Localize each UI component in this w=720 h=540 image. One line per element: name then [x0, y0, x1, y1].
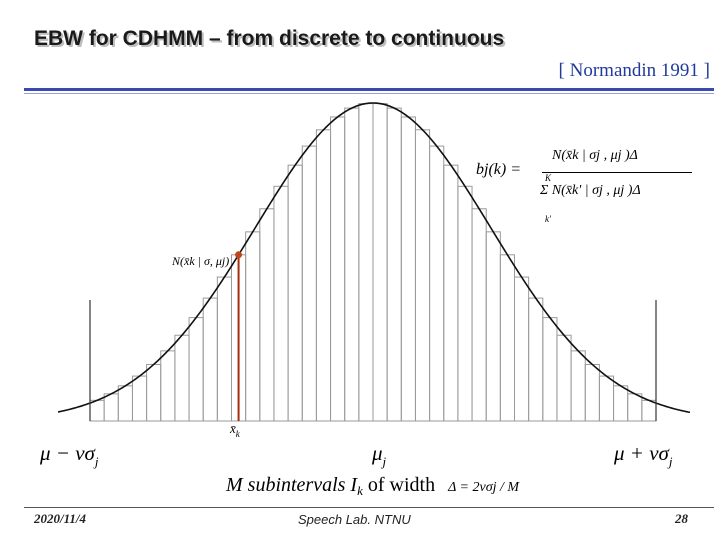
subinterval-bar: [344, 107, 360, 422]
subinterval-bar: [485, 231, 501, 422]
subinterval-bar: [259, 208, 275, 422]
bj-fraction-bar: [542, 172, 692, 173]
title-underline-thin: [24, 93, 714, 94]
caption: M subintervals Ik of width Δ = 2νσj / M: [226, 474, 520, 498]
bj-sum-lower: k': [545, 214, 551, 224]
subinterval-bar: [528, 297, 544, 422]
subinterval-bar: [330, 116, 346, 422]
subinterval-bar: [386, 107, 402, 422]
subinterval-bar: [245, 231, 261, 422]
subinterval-bar: [414, 129, 431, 422]
subinterval-bar: [103, 393, 119, 422]
sample-point-marker: [235, 251, 243, 259]
subinterval-bar: [499, 254, 516, 422]
slide-title: EBW for CDHMM – from discrete to continu…: [34, 27, 505, 50]
subinterval-bar: [216, 276, 233, 422]
footer-rule: [24, 507, 714, 508]
point-annotation: N(x̄k | σ, μj): [172, 254, 230, 268]
subinterval-bar: [146, 363, 162, 422]
page-number: 28: [675, 511, 688, 526]
subinterval-bar: [613, 385, 629, 422]
subinterval-bar: [188, 317, 204, 422]
axis-left-label: μ − νσj: [40, 441, 99, 469]
subinterval-bar: [301, 145, 317, 422]
subinterval-bar: [131, 375, 148, 422]
subinterval-bar: [641, 399, 657, 422]
subinterval-bar: [443, 164, 459, 422]
subinterval-bar: [627, 393, 643, 422]
bj-sum-upper: K: [545, 173, 552, 183]
bj-formula-numerator: N(x̄k | σj , μj )Δ: [552, 148, 638, 163]
subinterval-bar: [315, 129, 332, 422]
width-formula: Δ = 2νσj / M: [448, 480, 520, 495]
subinterval-bar: [358, 103, 374, 422]
subinterval-bar: [174, 334, 190, 422]
axis-right-label: μ + νσj: [614, 441, 673, 469]
subinterval-bar: [457, 185, 473, 422]
gaussian-curve: [57, 102, 691, 414]
subinterval-bar: [570, 350, 586, 422]
subinterval-bar: [598, 375, 615, 422]
subinterval-bar: [429, 145, 445, 422]
subinterval-bar: [542, 317, 558, 422]
title-underline: [24, 88, 714, 91]
subinterval-bar: [89, 399, 105, 422]
subinterval-bar: [400, 116, 416, 422]
sample-point-label: x̄k: [230, 421, 240, 439]
subinterval-bar: [273, 185, 289, 422]
subinterval-bar: [514, 276, 530, 422]
subinterval-bar: [584, 363, 600, 422]
footer-lab: Speech Lab. NTNU: [298, 512, 411, 527]
subinterval-bar: [556, 334, 572, 422]
subinterval-bar: [160, 350, 176, 422]
footer-date: 2020/11/4: [34, 511, 87, 526]
subinterval-bar: [287, 164, 303, 422]
subinterval-bar: [202, 297, 218, 422]
gaussian-histogram-figure: [57, 102, 691, 422]
axis-center-label: μj: [372, 441, 387, 469]
subinterval-bar: [471, 208, 487, 422]
subinterval-bar: [117, 385, 133, 422]
bj-formula-denominator: Σ N(x̄k' | σj , μj )Δ: [540, 183, 641, 198]
citation: [ Normandin 1991 ]: [558, 60, 710, 81]
bj-formula-lhs: bj(k) =: [476, 161, 521, 178]
subinterval-bar: [372, 103, 388, 422]
